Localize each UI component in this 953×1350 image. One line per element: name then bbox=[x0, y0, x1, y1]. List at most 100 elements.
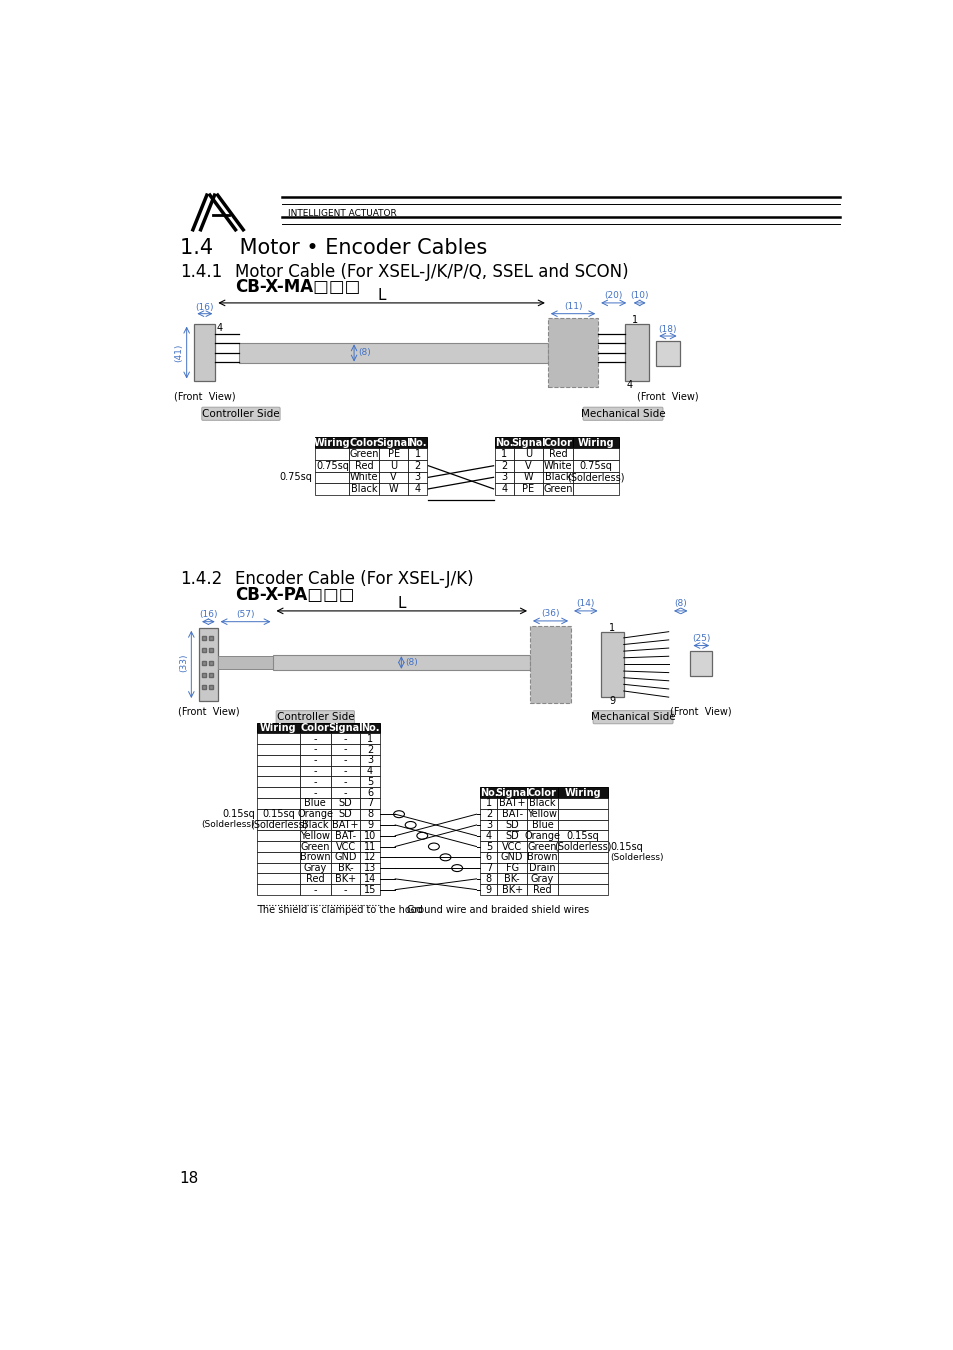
Bar bbox=[408, 448, 427, 460]
Bar bbox=[513, 483, 542, 494]
Text: White: White bbox=[350, 472, 378, 482]
Bar bbox=[480, 819, 497, 830]
Bar bbox=[526, 863, 558, 873]
Text: Motor Cable (For XSEL-J/K/P/Q, SSEL and SCON): Motor Cable (For XSEL-J/K/P/Q, SSEL and … bbox=[235, 263, 628, 281]
Bar bbox=[495, 460, 513, 471]
Text: V: V bbox=[390, 472, 396, 482]
Bar bbox=[331, 873, 360, 884]
Bar bbox=[542, 460, 572, 471]
Text: SD: SD bbox=[338, 798, 352, 809]
FancyBboxPatch shape bbox=[593, 710, 672, 724]
Text: V: V bbox=[524, 460, 531, 471]
Bar bbox=[513, 448, 542, 460]
Bar bbox=[331, 841, 360, 852]
Text: (Front  View): (Front View) bbox=[637, 392, 698, 401]
Text: 7: 7 bbox=[367, 798, 373, 809]
Text: Green: Green bbox=[349, 450, 378, 459]
Bar bbox=[408, 460, 427, 471]
Bar bbox=[497, 873, 526, 884]
Text: Brown: Brown bbox=[299, 852, 331, 863]
FancyBboxPatch shape bbox=[276, 710, 355, 724]
Text: Yellow: Yellow bbox=[527, 809, 557, 819]
Text: (Front  View): (Front View) bbox=[177, 707, 239, 717]
Bar bbox=[257, 744, 299, 755]
Text: Black: Black bbox=[544, 472, 571, 482]
Bar bbox=[497, 809, 526, 819]
Text: (25): (25) bbox=[691, 634, 710, 643]
Bar bbox=[547, 319, 598, 387]
Text: White: White bbox=[543, 460, 572, 471]
Text: Mechanical Side: Mechanical Side bbox=[580, 409, 664, 418]
Bar bbox=[360, 809, 379, 819]
Text: L: L bbox=[377, 289, 385, 304]
Text: Orange: Orange bbox=[297, 809, 333, 819]
Text: W: W bbox=[389, 483, 398, 494]
Text: (36): (36) bbox=[540, 609, 559, 618]
Bar bbox=[480, 884, 497, 895]
Text: 14: 14 bbox=[363, 873, 375, 884]
Bar bbox=[526, 830, 558, 841]
Text: Blue: Blue bbox=[304, 798, 326, 809]
Text: 4: 4 bbox=[626, 381, 633, 390]
Bar bbox=[257, 884, 299, 895]
Text: 8: 8 bbox=[367, 809, 373, 819]
Text: U: U bbox=[390, 460, 396, 471]
Bar bbox=[331, 863, 360, 873]
Text: SD̅: SD̅ bbox=[505, 830, 518, 841]
Bar bbox=[495, 448, 513, 460]
Bar bbox=[257, 755, 299, 765]
Bar bbox=[542, 471, 572, 483]
Text: 2: 2 bbox=[485, 809, 492, 819]
Text: (8): (8) bbox=[674, 599, 686, 609]
Text: VCC: VCC bbox=[335, 841, 355, 852]
Bar bbox=[526, 884, 558, 895]
Text: 3: 3 bbox=[501, 472, 507, 482]
Bar bbox=[526, 787, 558, 798]
Text: Wiring: Wiring bbox=[577, 437, 614, 448]
Text: Yellow: Yellow bbox=[300, 830, 330, 841]
Text: -: - bbox=[314, 744, 316, 755]
Bar bbox=[558, 819, 608, 830]
Text: Wiring: Wiring bbox=[314, 437, 351, 448]
Bar bbox=[257, 776, 299, 787]
Bar bbox=[360, 744, 379, 755]
Bar bbox=[194, 324, 215, 382]
Bar bbox=[572, 471, 618, 483]
Bar bbox=[257, 722, 299, 733]
Text: 3: 3 bbox=[485, 819, 492, 830]
Bar bbox=[624, 324, 648, 382]
Text: L: L bbox=[397, 597, 406, 612]
Bar bbox=[299, 819, 331, 830]
Bar bbox=[331, 765, 360, 776]
Bar bbox=[656, 342, 679, 366]
Text: -: - bbox=[343, 734, 347, 744]
Bar bbox=[480, 841, 497, 852]
Bar bbox=[530, 625, 571, 703]
Text: Blue: Blue bbox=[531, 819, 553, 830]
Bar bbox=[299, 776, 331, 787]
Text: Color: Color bbox=[543, 437, 572, 448]
Bar bbox=[315, 460, 349, 471]
Bar bbox=[331, 722, 360, 733]
Bar bbox=[331, 755, 360, 765]
Bar bbox=[217, 656, 274, 670]
Bar bbox=[497, 819, 526, 830]
Text: 1.4    Motor • Encoder Cables: 1.4 Motor • Encoder Cables bbox=[179, 238, 486, 258]
Bar bbox=[257, 809, 299, 819]
Bar bbox=[315, 471, 349, 483]
Bar bbox=[349, 483, 378, 494]
Bar bbox=[526, 819, 558, 830]
Bar bbox=[408, 483, 427, 494]
Bar bbox=[331, 884, 360, 895]
Text: BAT-: BAT- bbox=[501, 809, 522, 819]
Text: -: - bbox=[343, 776, 347, 787]
Bar bbox=[331, 852, 360, 863]
Bar bbox=[558, 809, 608, 819]
Text: (11): (11) bbox=[563, 302, 581, 312]
Bar bbox=[526, 852, 558, 863]
Bar bbox=[360, 830, 379, 841]
Bar bbox=[495, 483, 513, 494]
Bar bbox=[349, 460, 378, 471]
Bar bbox=[257, 830, 299, 841]
Bar bbox=[599, 632, 623, 697]
